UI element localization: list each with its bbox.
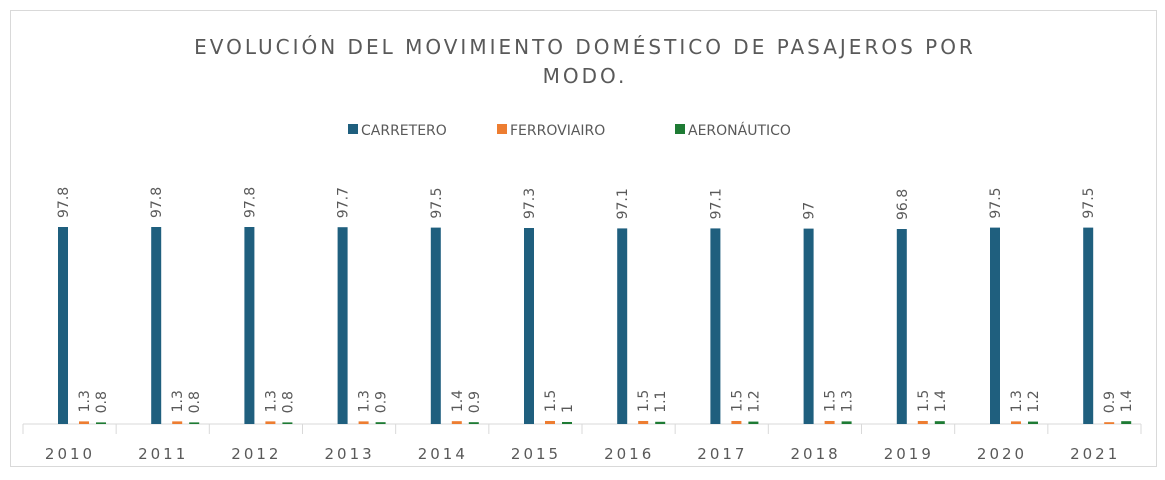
data-label: 97.8: [242, 187, 258, 218]
bar: [151, 227, 162, 424]
chart-title: EVOLUCIÓN DEL MOVIMIENTO DOMÉSTICO DE PA…: [194, 35, 976, 59]
bar: [710, 228, 721, 424]
legend-swatch: [497, 124, 507, 134]
bar: [189, 422, 200, 424]
bar: [917, 420, 928, 424]
x-tick-label: 2018: [791, 445, 841, 463]
x-tick-label: 2020: [977, 445, 1027, 463]
bar: [990, 227, 1000, 424]
data-label: 97.5: [1081, 187, 1097, 218]
bar: [1083, 227, 1094, 424]
bar: [655, 421, 666, 424]
bar: [803, 228, 814, 424]
legend-swatch: [675, 124, 685, 134]
data-label: 1.5: [916, 390, 932, 412]
bar: [1028, 421, 1038, 424]
data-label: 1.3: [1009, 390, 1025, 412]
bar: [1104, 422, 1115, 424]
bar: [617, 228, 628, 424]
data-label: 97.1: [708, 188, 724, 219]
bar: [638, 420, 649, 424]
chart-title: MODO.: [543, 64, 628, 88]
data-label: 1.2: [1026, 390, 1042, 412]
x-tick-label: 2012: [231, 445, 281, 463]
bar: [562, 421, 572, 424]
bar: [934, 421, 945, 424]
bar: [79, 421, 89, 424]
bar: [375, 422, 386, 424]
data-label: 97.8: [56, 187, 72, 218]
bar: [824, 420, 835, 424]
data-label: 96.8: [895, 189, 911, 220]
data-label: 97.5: [988, 187, 1004, 218]
data-label: 1.3: [263, 390, 279, 412]
bar: [451, 421, 462, 424]
x-tick-label: 2010: [45, 445, 95, 463]
bar: [337, 227, 348, 424]
data-label: 0.8: [187, 391, 203, 413]
chart-border: [10, 10, 1157, 467]
bar: [282, 422, 293, 424]
x-tick-label: 2015: [511, 445, 561, 463]
bar: [358, 421, 369, 424]
data-label: 1.5: [823, 390, 839, 412]
data-label: 1.1: [653, 391, 669, 413]
bar: [58, 227, 68, 424]
data-label: 1.3: [170, 390, 186, 412]
bar: [244, 227, 255, 424]
bar: [172, 421, 183, 424]
x-tick-label: 2014: [418, 445, 468, 463]
data-label: 97.5: [429, 187, 445, 218]
x-tick-label: 2011: [138, 445, 188, 463]
data-label: 1.5: [636, 390, 652, 412]
data-label: 97: [802, 202, 818, 220]
legend-label: CARRETERO: [361, 123, 447, 139]
data-label: 0.9: [467, 391, 483, 413]
bar: [265, 421, 276, 424]
legend-label: FERROVIAIRO: [510, 123, 605, 139]
data-label: 1.4: [450, 390, 466, 412]
data-label: 97.3: [522, 188, 538, 219]
x-tick-label: 2017: [697, 445, 747, 463]
data-label: 0.9: [374, 391, 390, 413]
data-label: 1.2: [746, 390, 762, 412]
data-label: 1.3: [840, 390, 856, 412]
bar: [896, 229, 907, 424]
bar: [524, 228, 534, 424]
data-label: 97.1: [615, 188, 631, 219]
bar: [96, 422, 106, 424]
data-label: 1.5: [729, 390, 745, 412]
bar: [841, 421, 852, 424]
chart-title: EVOLUCIÓN DEL MOVIMIENTO DOMÉSTICO DE PA…: [194, 35, 976, 88]
x-tick-label: 2021: [1070, 445, 1120, 463]
data-label: 0.8: [94, 391, 110, 413]
data-label: 1.3: [77, 390, 93, 412]
data-label: 1.4: [1119, 390, 1135, 412]
data-label: 0.8: [280, 391, 296, 413]
bar: [1121, 421, 1132, 424]
data-label: 1: [560, 404, 576, 413]
x-tick-label: 2019: [884, 445, 934, 463]
data-label: 97.7: [336, 187, 352, 218]
bar: [1011, 421, 1021, 424]
data-label: 1.5: [543, 390, 559, 412]
bar: [748, 421, 759, 424]
data-label: 1.4: [933, 390, 949, 412]
x-tick-label: 2016: [604, 445, 654, 463]
legend-label: AERONÁUTICO: [688, 122, 791, 139]
data-label: 0.9: [1102, 391, 1118, 413]
bar: [545, 420, 555, 424]
bar: [430, 227, 441, 424]
data-label: 1.3: [357, 390, 373, 412]
data-label: 97.8: [149, 187, 165, 218]
bar: [731, 420, 742, 424]
bar: [468, 422, 479, 424]
x-tick-label: 2013: [325, 445, 375, 463]
legend-swatch: [348, 124, 358, 134]
